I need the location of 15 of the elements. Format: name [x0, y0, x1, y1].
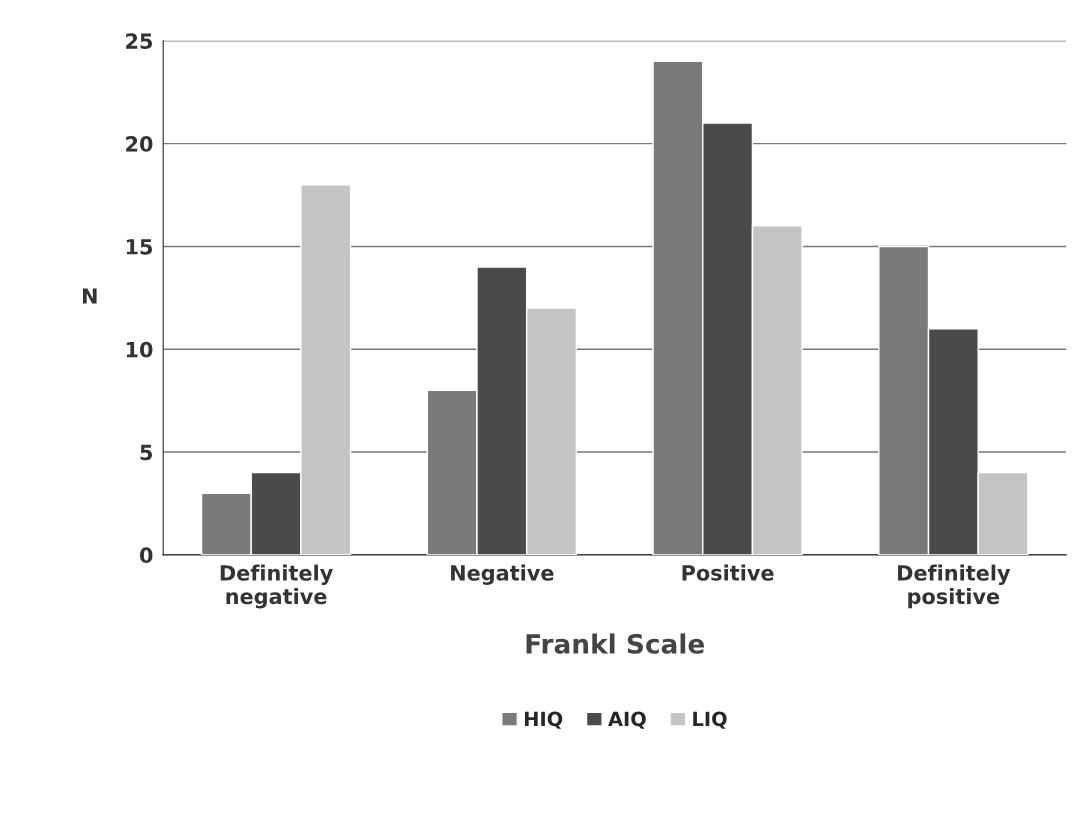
- legend-label: LIQ: [693, 711, 727, 729]
- x-tick-label: Definitely negative: [220, 564, 333, 609]
- x-tick-label: Definitely positive: [898, 564, 1011, 609]
- legend-label: HIQ: [524, 711, 563, 729]
- y-tick-label: 0: [139, 547, 153, 564]
- y-tick-label: 20: [126, 136, 153, 152]
- y-tick-label: 10: [126, 341, 153, 358]
- x-tick-label: Negative: [451, 564, 554, 585]
- x-tick-label: Positive: [682, 564, 774, 581]
- y-tick-label: 25: [126, 33, 153, 50]
- y-tick-label: 15: [126, 239, 153, 255]
- y-tick-label: 5: [140, 444, 153, 461]
- legend-label: AIQ: [608, 711, 646, 729]
- x-axis-title: Frankl Scale: [526, 633, 705, 654]
- y-axis-title: N: [82, 288, 97, 304]
